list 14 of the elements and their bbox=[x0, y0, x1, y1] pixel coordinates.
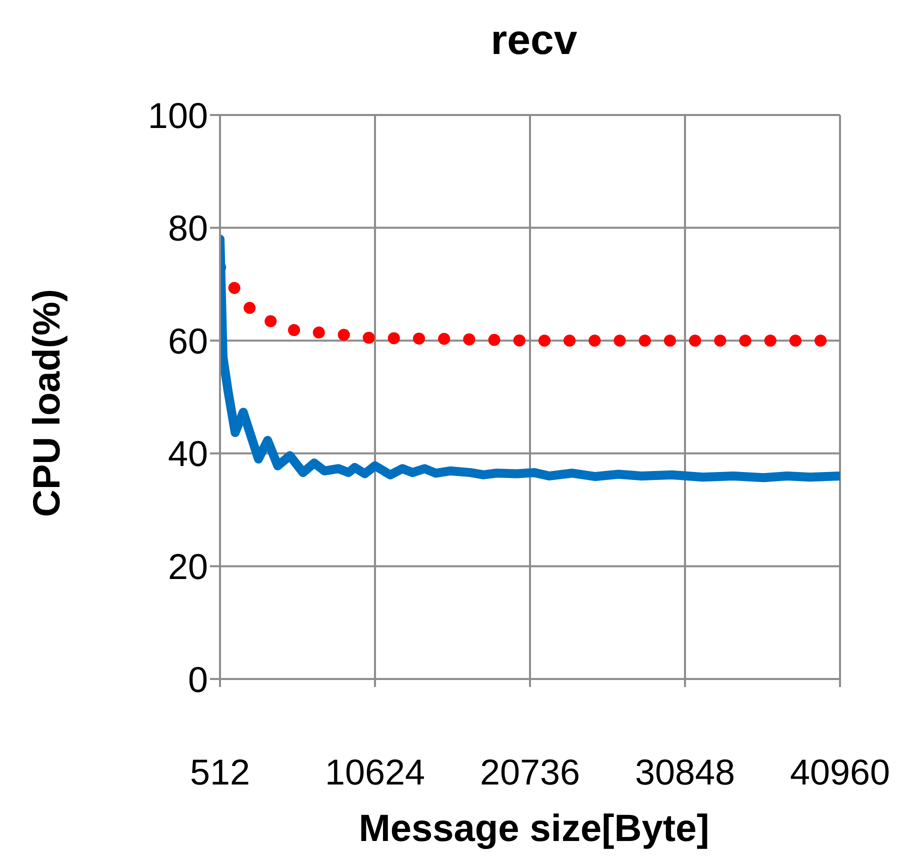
y-tick-label: 20 bbox=[168, 546, 208, 587]
x-tick-label: 20736 bbox=[480, 752, 580, 793]
y-tick-label: 100 bbox=[148, 94, 208, 136]
x-axis-title: Message size[Byte] bbox=[358, 808, 710, 851]
y-tick-label: 40 bbox=[168, 433, 208, 474]
x-tick-label: 40960 bbox=[790, 752, 890, 793]
chart-title: recv bbox=[490, 16, 578, 64]
x-tick-label: 512 bbox=[190, 752, 250, 793]
y-tick-label: 60 bbox=[168, 320, 208, 362]
x-tick-label: 10624 bbox=[324, 752, 426, 793]
x-tick-label: 30848 bbox=[634, 752, 736, 793]
y-axis-title: CPU load(%) bbox=[26, 289, 70, 517]
y-tick-label: 0 bbox=[188, 658, 208, 700]
y-tick-label: 80 bbox=[168, 208, 208, 249]
